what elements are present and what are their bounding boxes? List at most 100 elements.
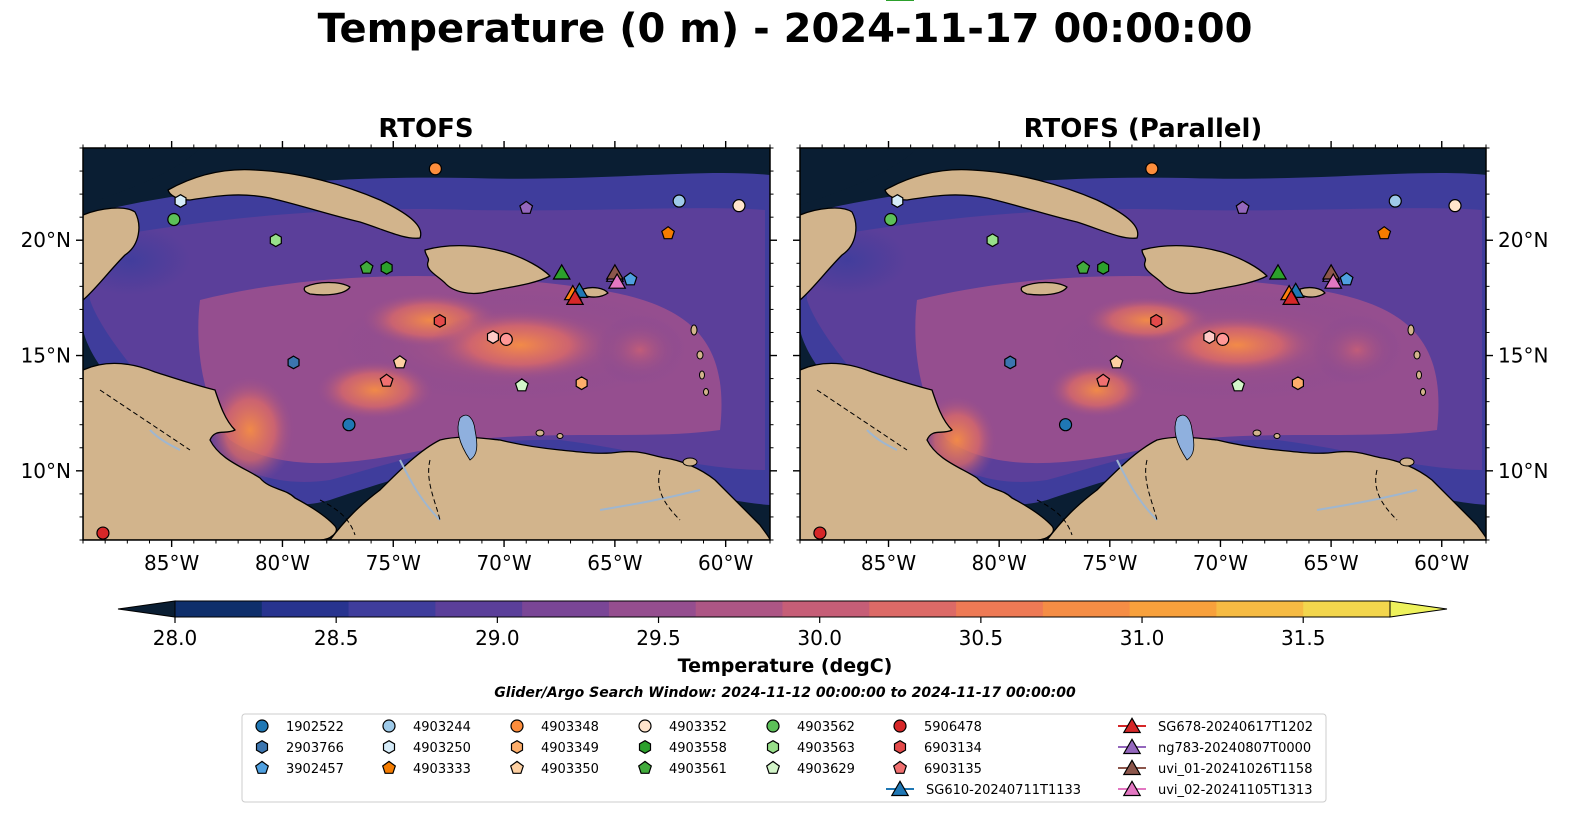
lat-label-15-n: 15°N — [21, 344, 71, 368]
legend-label: 6903135 — [924, 762, 982, 777]
platform-marker-4903562 — [167, 212, 181, 227]
legend-item-5906478: 5906478 — [893, 719, 982, 735]
legend-item-4903352: 4903352 — [638, 719, 727, 735]
colorbar: 28.0 28.5 29.0 29.5 30.0 30.5 31.0 31.5 Tempera… — [117, 600, 1448, 677]
lon-label-80-w: 80°W — [255, 551, 310, 575]
colorbar-extend-max — [1389, 600, 1448, 618]
colorbar-segment — [522, 601, 610, 617]
map-ticks-rtofs-parallel: 85°W 80°W 75°W 70°W 65°W 60°W 10°N 15°N 20°N — [793, 141, 1548, 575]
legend-entries: 1902522 2903766 3902457 4903244 4903250 49033… — [254, 0, 1313, 798]
legend-label: SG630-20240713T1103 — [926, 0, 1081, 4]
platform-marker-6903137 — [486, 330, 499, 345]
legend-item-3902457: 3902457 — [254, 760, 344, 777]
legend-item-ng783-20240807t0000: ng783-20240807T0000 — [1118, 738, 1311, 756]
legend-label: ng783-20240807T0000 — [1158, 741, 1311, 756]
legend-marker-4903333 — [381, 760, 397, 774]
panel-title-rtofs-parallel: RTOFS (Parallel) — [1024, 114, 1263, 144]
legend-label: 3902457 — [286, 762, 344, 777]
colorbar-tick-label: 28.0 — [153, 626, 198, 650]
legend-label: 4903558 — [669, 741, 727, 756]
colorbar-segment — [1216, 601, 1304, 617]
colorbar-tick-label: 29.5 — [636, 626, 681, 650]
lon-label-65-w: 65°W — [1303, 551, 1358, 575]
platform-marker-4903348 — [428, 162, 442, 176]
glider-marker-sg649-20240712t1133 — [1268, 263, 1288, 280]
colorbar-segment — [435, 601, 523, 617]
platform-marker-6903727 — [1235, 200, 1250, 214]
legend-item-6903135: 6903135 — [892, 760, 982, 777]
colorbar-extend-min — [117, 600, 176, 618]
legend-item-uvi-02-20241105t1313: uvi_02-20241105T1313 — [1118, 780, 1312, 798]
lon-label-60-w: 60°W — [698, 551, 753, 575]
colorbar-segment — [956, 601, 1044, 617]
legend-label: 4903350 — [541, 762, 599, 777]
platform-marker-6903135 — [379, 373, 394, 387]
colorbar-ticks: 28.0 28.5 29.0 29.5 30.0 30.5 31.0 31.5 — [153, 617, 1325, 650]
platform-marker-6903727 — [519, 200, 534, 214]
platform-marker-4903561 — [1076, 260, 1091, 274]
legend-label: 4903244 — [413, 720, 471, 735]
platform-marker-1902522 — [342, 418, 356, 432]
colorbar-segments — [117, 600, 1448, 618]
platform-marker-4903250 — [174, 194, 187, 208]
glider-marker-uvi-02-20241105t1313 — [607, 272, 627, 289]
platform-marker-6903134 — [433, 313, 446, 328]
platform-markers-rtofs-parallel — [813, 162, 1462, 540]
lon-label-80-w: 80°W — [972, 551, 1027, 575]
lat-label-20-n: 20°N — [1498, 228, 1548, 252]
legend-item-sg630-20240713t1103: SG630-20240713T1103 — [886, 0, 1081, 4]
legend-marker-ng783-20240807t0000 — [1122, 738, 1142, 755]
legend-label: 4903561 — [669, 762, 727, 777]
legend-item-4903629: 4903629 — [765, 760, 855, 777]
legend-label: 4903349 — [541, 741, 599, 756]
legend-label: 1902522 — [286, 720, 344, 735]
map-panel-rtofs-parallel: RTOFS (Parallel) — [793, 114, 1548, 575]
legend-label: 4903352 — [669, 720, 727, 735]
platform-marker-4903333 — [1377, 225, 1392, 240]
platform-marker-4903629 — [1231, 378, 1246, 392]
platform-marker-4903352 — [1448, 199, 1462, 213]
lat-label-10-n: 10°N — [1498, 459, 1548, 483]
platform-marker-4903244 — [1388, 194, 1402, 208]
legend-item-4903350: 4903350 — [509, 760, 599, 777]
panel-title-rtofs: RTOFS — [378, 114, 473, 144]
platform-marker-5906478 — [96, 526, 110, 540]
legend-marker-4903244 — [382, 719, 396, 733]
legend-marker-4903352 — [638, 719, 652, 733]
legend-label: 5906478 — [924, 720, 982, 735]
legend-item-4903562: 4903562 — [766, 719, 855, 735]
platform-markers-rtofs — [96, 162, 746, 540]
legend-label: 4903250 — [413, 741, 471, 756]
colorbar-segment — [1042, 601, 1131, 617]
legend-label: uvi_01-20241026T1158 — [1158, 762, 1312, 777]
lat-label-20-n: 20°N — [21, 228, 71, 252]
legend-marker-sg610-20240711t1133 — [890, 780, 910, 797]
platform-marker-2903766 — [1004, 355, 1017, 370]
legend-marker-5906478 — [893, 719, 907, 733]
colorbar-segment — [175, 601, 263, 617]
search-window-text: Glider/Argo Search Window: 2024-11-12 00… — [494, 685, 1076, 701]
platform-marker-2903766 — [287, 355, 300, 370]
platform-marker-6903137 — [1203, 330, 1216, 345]
legend-marker-2903766 — [255, 740, 269, 754]
legend-marker-4903350 — [509, 760, 525, 774]
lat-label-15-n: 15°N — [1498, 344, 1548, 368]
map-ticks-rtofs: 85°W 80°W 75°W 70°W 65°W 60°W 10°N 15°N 20°N — [21, 141, 777, 575]
legend-label: 4903562 — [797, 720, 855, 735]
glider-marker-sg649-20240712t1133 — [552, 263, 571, 280]
colorbar-label: Temperature (degC) — [678, 655, 893, 677]
colorbar-segment — [1129, 601, 1218, 617]
legend-item-2903766: 2903766 — [255, 740, 344, 756]
colorbar-segment — [695, 601, 784, 617]
platform-marker-4903244 — [672, 194, 686, 208]
legend-marker-4903629 — [765, 760, 781, 774]
legend-marker-6903134 — [893, 740, 907, 754]
glider-marker-sg678-20240617t1202 — [565, 289, 585, 305]
platform-marker-6903134 — [1150, 313, 1163, 328]
legend-item-1902522: 1902522 — [255, 719, 344, 735]
legend-marker-4903562 — [766, 719, 780, 733]
legend-marker-sg678-20240617t1202 — [1122, 717, 1142, 734]
legend-label: 6903134 — [924, 741, 982, 756]
legend-marker-4903563 — [766, 740, 780, 754]
platform-marker-4903349 — [575, 376, 588, 391]
